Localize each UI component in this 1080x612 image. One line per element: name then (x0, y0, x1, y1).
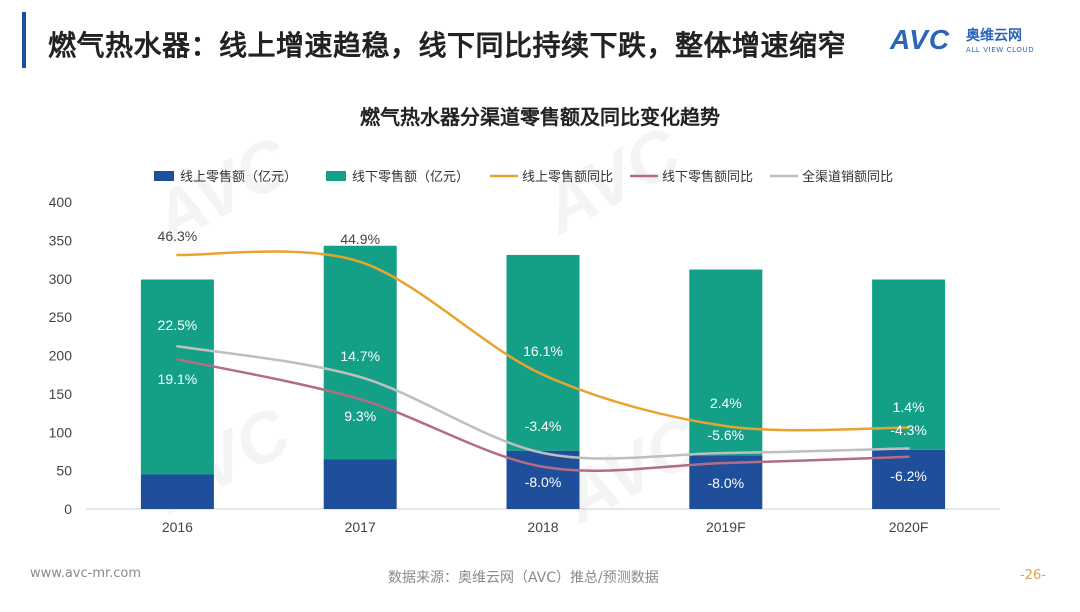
bar-offline (872, 279, 946, 450)
x-tick-label: 2017 (345, 519, 376, 535)
y-tick-label: 300 (49, 271, 73, 287)
logo-en-text: ALL VIEW CLOUD (966, 46, 1035, 54)
data-label-online-yoy: 44.9% (340, 231, 380, 247)
bar-offline (140, 279, 214, 475)
legend-label: 线下零售额同比 (662, 169, 753, 185)
legend-label: 全渠道销额同比 (802, 169, 893, 185)
y-tick-label: 200 (49, 348, 73, 364)
line-total-yoy (176, 345, 910, 460)
y-tick-label: 350 (49, 232, 73, 248)
data-label-offline-yoy: 19.1% (158, 371, 198, 387)
line-online-yoy (176, 250, 910, 432)
bar-offline (689, 269, 763, 456)
x-tick-label: 2020F (889, 519, 929, 535)
avc-logo: AVC 奥维云网 ALL VIEW CLOUD (890, 22, 1060, 62)
page-title: 燃气热水器：线上增速趋稳，线下同比持续下跌，整体增速缩窄 (48, 29, 847, 62)
chart-title: 燃气热水器分渠道零售额及同比变化趋势 (360, 105, 720, 129)
data-label-offline-yoy: 9.3% (344, 408, 376, 424)
data-label-online-yoy: 46.3% (158, 228, 198, 244)
title-accent-bar (22, 12, 26, 68)
logo-cn-text: 奥维云网 (966, 28, 1022, 44)
x-tick-label: 2018 (527, 519, 558, 535)
data-label-total-yoy: -3.4% (525, 418, 562, 434)
data-label-offline-yoy: -8.0% (708, 475, 745, 491)
bar-online (140, 474, 214, 509)
y-tick-label: 100 (49, 424, 73, 440)
y-tick-label: 0 (64, 501, 72, 517)
logo-avc-text: AVC (890, 24, 951, 55)
data-label-total-yoy: -5.6% (708, 427, 745, 443)
data-label-total-yoy: 22.5% (158, 317, 198, 333)
line-offline-yoy (176, 358, 910, 473)
page-number: -26- (1020, 568, 1046, 583)
x-tick-label: 2016 (162, 519, 193, 535)
data-label-total-yoy: 14.7% (340, 348, 380, 364)
data-label-online-yoy: 1.4% (893, 399, 925, 415)
x-tick-label: 2019F (706, 519, 746, 535)
bar-online (872, 449, 946, 509)
bar-offline (506, 254, 580, 451)
data-label-online-yoy: 16.1% (523, 343, 563, 359)
data-label-offline-yoy: -8.0% (525, 474, 562, 490)
footer-website[interactable]: www.avc-mr.com (30, 566, 142, 581)
data-label-total-yoy: -4.3% (890, 422, 927, 438)
data-label-online-yoy: 2.4% (710, 395, 742, 411)
y-tick-label: 150 (49, 386, 73, 402)
legend-label: 线上零售额同比 (522, 169, 613, 185)
data-label-offline-yoy: -6.2% (890, 468, 927, 484)
legend-label: 线上零售额（亿元） (180, 169, 297, 185)
legend-swatch (154, 171, 174, 181)
footer-source: 数据来源：奥维云网（AVC）推总/预测数据 (388, 570, 659, 586)
legend-swatch (326, 171, 346, 181)
y-tick-label: 50 (56, 463, 72, 479)
y-tick-label: 250 (49, 309, 73, 325)
bar-offline (323, 245, 397, 460)
legend-label: 线下零售额（亿元） (352, 169, 469, 185)
y-tick-label: 400 (49, 194, 73, 210)
bar-online (323, 459, 397, 509)
